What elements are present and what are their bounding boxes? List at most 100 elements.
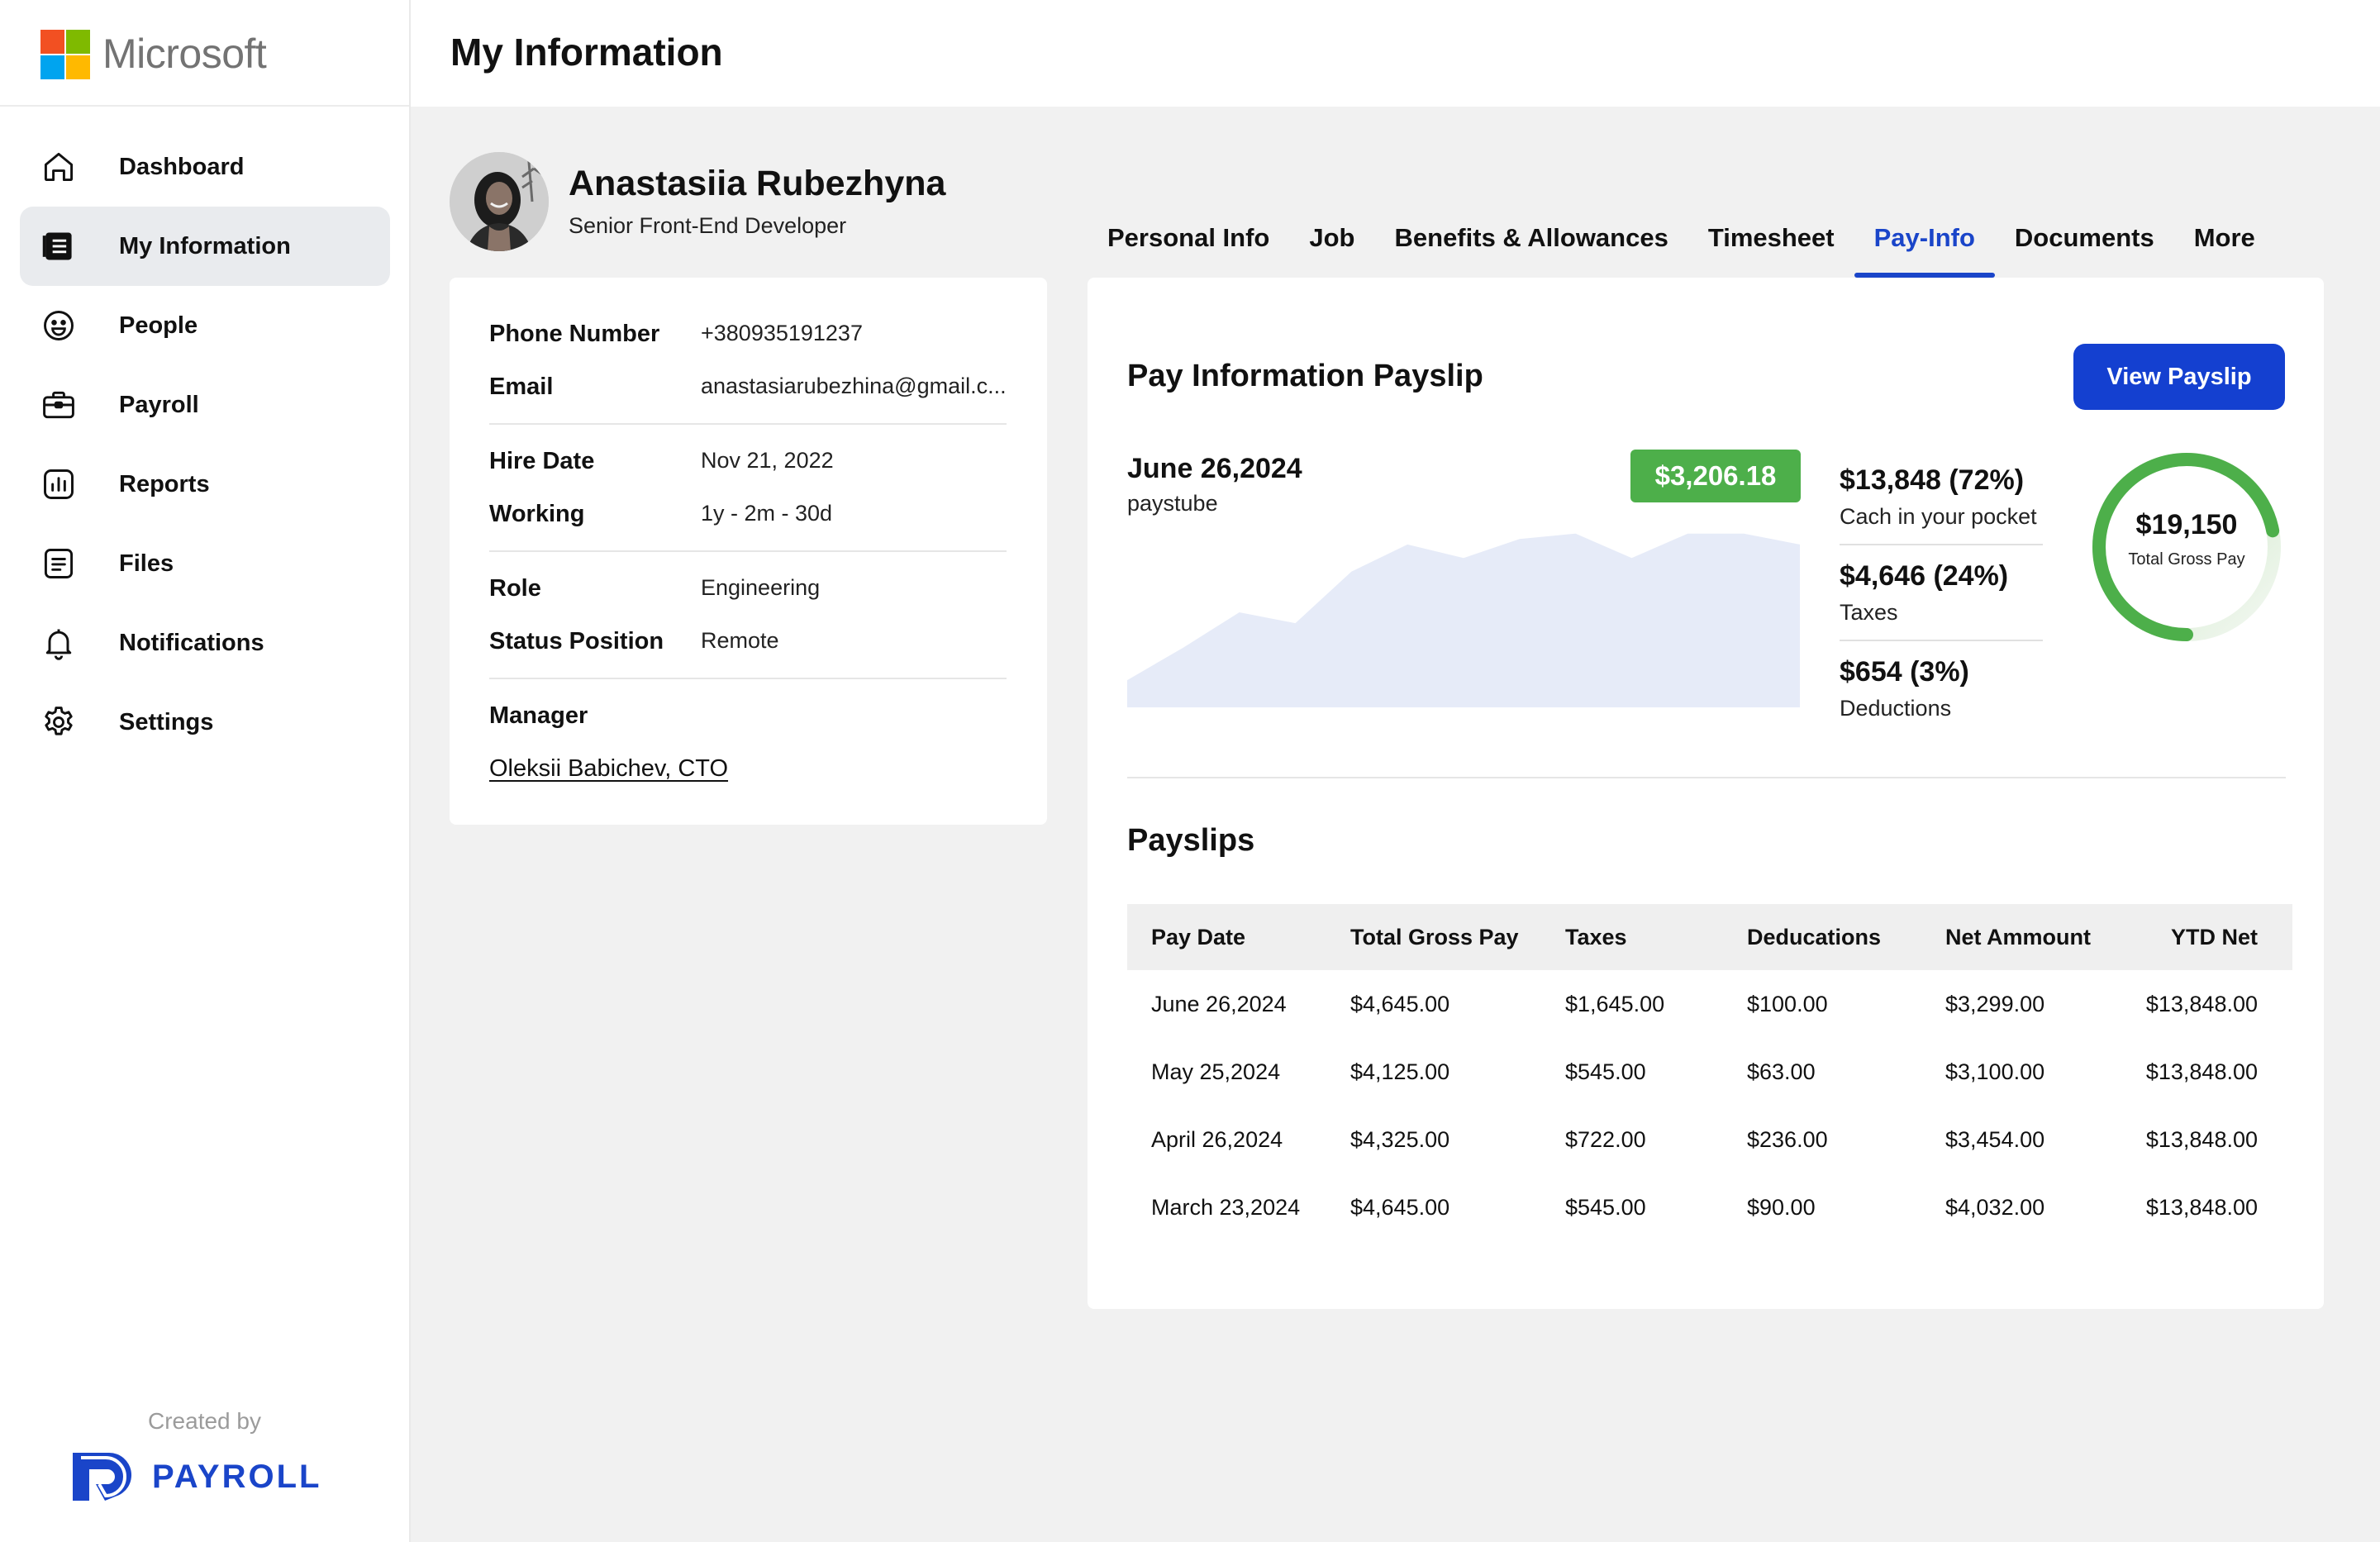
status-position-value: Remote	[701, 628, 779, 653]
pay-area-chart	[1127, 533, 1800, 707]
manager-label: Manager	[489, 702, 588, 729]
table-row[interactable]: May 25,2024 $4,125.00 $545.00 $63.00 $3,…	[1127, 1038, 2292, 1106]
page-title: My Information	[450, 31, 723, 74]
column-header[interactable]: YTD Net	[2170, 925, 2258, 949]
sidebar-item-payroll[interactable]: Payroll	[20, 365, 390, 445]
table-row[interactable]: March 23,2024 $4,645.00 $545.00 $90.00 $…	[1127, 1173, 2292, 1241]
sidebar-item-files[interactable]: Files	[20, 524, 390, 603]
net-pay-badge: $3,206.18	[1630, 450, 1801, 502]
table-header: Pay Date Total Gross Pay Taxes Deducatio…	[1127, 904, 2292, 970]
avatar[interactable]	[450, 152, 549, 251]
pay-info-title: Pay Information Payslip	[1127, 359, 1483, 393]
sidebar-item-settings[interactable]: Settings	[20, 683, 390, 762]
bell-icon	[40, 624, 78, 662]
email-label: Email	[489, 374, 554, 400]
pay-area-series	[1127, 533, 1800, 707]
table-cell: $100.00	[1747, 992, 1828, 1016]
gauge-value: $19,150	[2135, 509, 2238, 540]
divider	[1840, 544, 2043, 545]
sidebar: Microsoft Dashboard My Information Peopl…	[0, 0, 411, 1542]
column-header[interactable]: Total Gross Pay	[1350, 925, 1519, 949]
tab-timesheet[interactable]: Timesheet	[1707, 223, 1835, 252]
table-cell: $545.00	[1565, 1059, 1646, 1084]
sidebar-item-label: My Information	[119, 232, 291, 259]
payslips-title: Payslips	[1127, 823, 1255, 858]
payroll-logo-icon	[73, 1453, 132, 1501]
table-cell: $4,325.00	[1350, 1127, 1450, 1152]
table-cell: $3,299.00	[1945, 992, 2045, 1016]
tab-job[interactable]: Job	[1309, 223, 1355, 252]
phone-label: Phone Number	[489, 321, 660, 347]
hire-date-label: Hire Date	[489, 448, 595, 474]
table-row[interactable]: April 26,2024 $4,325.00 $722.00 $236.00 …	[1127, 1106, 2292, 1173]
sidebar-item-people[interactable]: People	[20, 286, 390, 365]
sidebar-item-label: Settings	[119, 708, 214, 735]
tab-more[interactable]: More	[2193, 223, 2255, 252]
column-header[interactable]: Deducations	[1747, 925, 1882, 949]
sidebar-item-label: Notifications	[119, 629, 264, 656]
gross-pay-gauge	[2092, 453, 2281, 641]
column-header[interactable]: Pay Date	[1151, 925, 1246, 949]
tab-documents[interactable]: Documents	[2014, 223, 2154, 252]
tab-personal-info[interactable]: Personal Info	[1107, 223, 1270, 252]
home-icon	[40, 148, 78, 186]
table-row[interactable]: June 26,2024 $4,645.00 $1,645.00 $100.00…	[1127, 970, 2292, 1038]
manager-link[interactable]: Oleksii Babichev, CTO	[489, 755, 729, 782]
email-value: anastasiarubezhina@gmail.c...	[701, 374, 1007, 398]
profile-name: Anastasiia Rubezhyna	[569, 164, 946, 203]
table-cell: $90.00	[1747, 1195, 1816, 1220]
table-cell: $4,032.00	[1945, 1195, 2045, 1220]
stat-pocket-label: Cach in your pocket	[1840, 504, 2037, 529]
table-cell: $13,848.00	[2145, 1127, 2258, 1152]
created-by-label: Created by	[148, 1408, 261, 1434]
table-cell: $13,848.00	[2145, 1195, 2258, 1220]
info-tabs: Personal Info Job Benefits & Allowances …	[1088, 220, 2275, 278]
divider	[1127, 777, 2286, 778]
bar-chart-icon	[40, 465, 78, 503]
sidebar-item-notifications[interactable]: Notifications	[20, 603, 390, 683]
gauge-label: Total Gross Pay	[2128, 550, 2245, 569]
gear-icon	[40, 703, 78, 741]
sidebar-item-label: People	[119, 312, 198, 339]
sidebar-item-dashboard[interactable]: Dashboard	[20, 127, 390, 207]
stat-taxes-value: $4,646 (24%)	[1840, 560, 2009, 592]
table-cell: $4,645.00	[1350, 1195, 1450, 1220]
brand-header: Microsoft	[0, 0, 409, 107]
divider	[1840, 640, 2043, 641]
sidebar-item-my-information[interactable]: My Information	[20, 207, 390, 286]
payroll-logo[interactable]: PAYROLL	[73, 1453, 321, 1501]
payroll-brand-text: PAYROLL	[152, 1458, 322, 1495]
column-header[interactable]: Taxes	[1565, 925, 1627, 949]
table-cell: $13,848.00	[2145, 992, 2258, 1016]
role-value: Engineering	[701, 575, 821, 600]
table-cell: $3,100.00	[1945, 1059, 2045, 1084]
table-cell: April 26,2024	[1151, 1127, 1283, 1152]
briefcase-icon	[40, 386, 78, 424]
tab-benefits-allowances[interactable]: Benefits & Allowances	[1394, 223, 1668, 252]
tab-pay-info[interactable]: Pay-Info	[1854, 220, 1996, 278]
column-header[interactable]: Net Ammount	[1945, 925, 2091, 949]
divider	[489, 423, 1007, 425]
stat-deductions-label: Deductions	[1840, 696, 1952, 721]
table-cell: March 23,2024	[1151, 1195, 1301, 1220]
smiley-icon	[40, 307, 78, 345]
phone-value: +380935191237	[701, 321, 863, 345]
sidebar-nav: Dashboard My Information People Payroll …	[20, 127, 390, 762]
personal-info-card: Phone Number +380935191237 Email anastas…	[450, 278, 1047, 825]
table-cell: June 26,2024	[1151, 992, 1287, 1016]
table-cell: $236.00	[1747, 1127, 1828, 1152]
stat-deductions-value: $654 (3%)	[1840, 656, 1969, 688]
gauge-progress-arc	[2092, 453, 2281, 641]
view-payslip-button[interactable]: View Payslip	[2073, 344, 2285, 410]
divider	[489, 678, 1007, 679]
sidebar-item-label: Files	[119, 550, 174, 577]
stat-taxes-label: Taxes	[1840, 600, 1898, 625]
sidebar-item-label: Reports	[119, 470, 210, 497]
working-label: Working	[489, 501, 585, 527]
table-cell: $545.00	[1565, 1195, 1646, 1220]
hire-date-value: Nov 21, 2022	[701, 448, 834, 473]
role-label: Role	[489, 575, 541, 602]
payslip-date: June 26,2024	[1127, 453, 1302, 484]
table-cell: $4,645.00	[1350, 992, 1450, 1016]
sidebar-item-reports[interactable]: Reports	[20, 445, 390, 524]
